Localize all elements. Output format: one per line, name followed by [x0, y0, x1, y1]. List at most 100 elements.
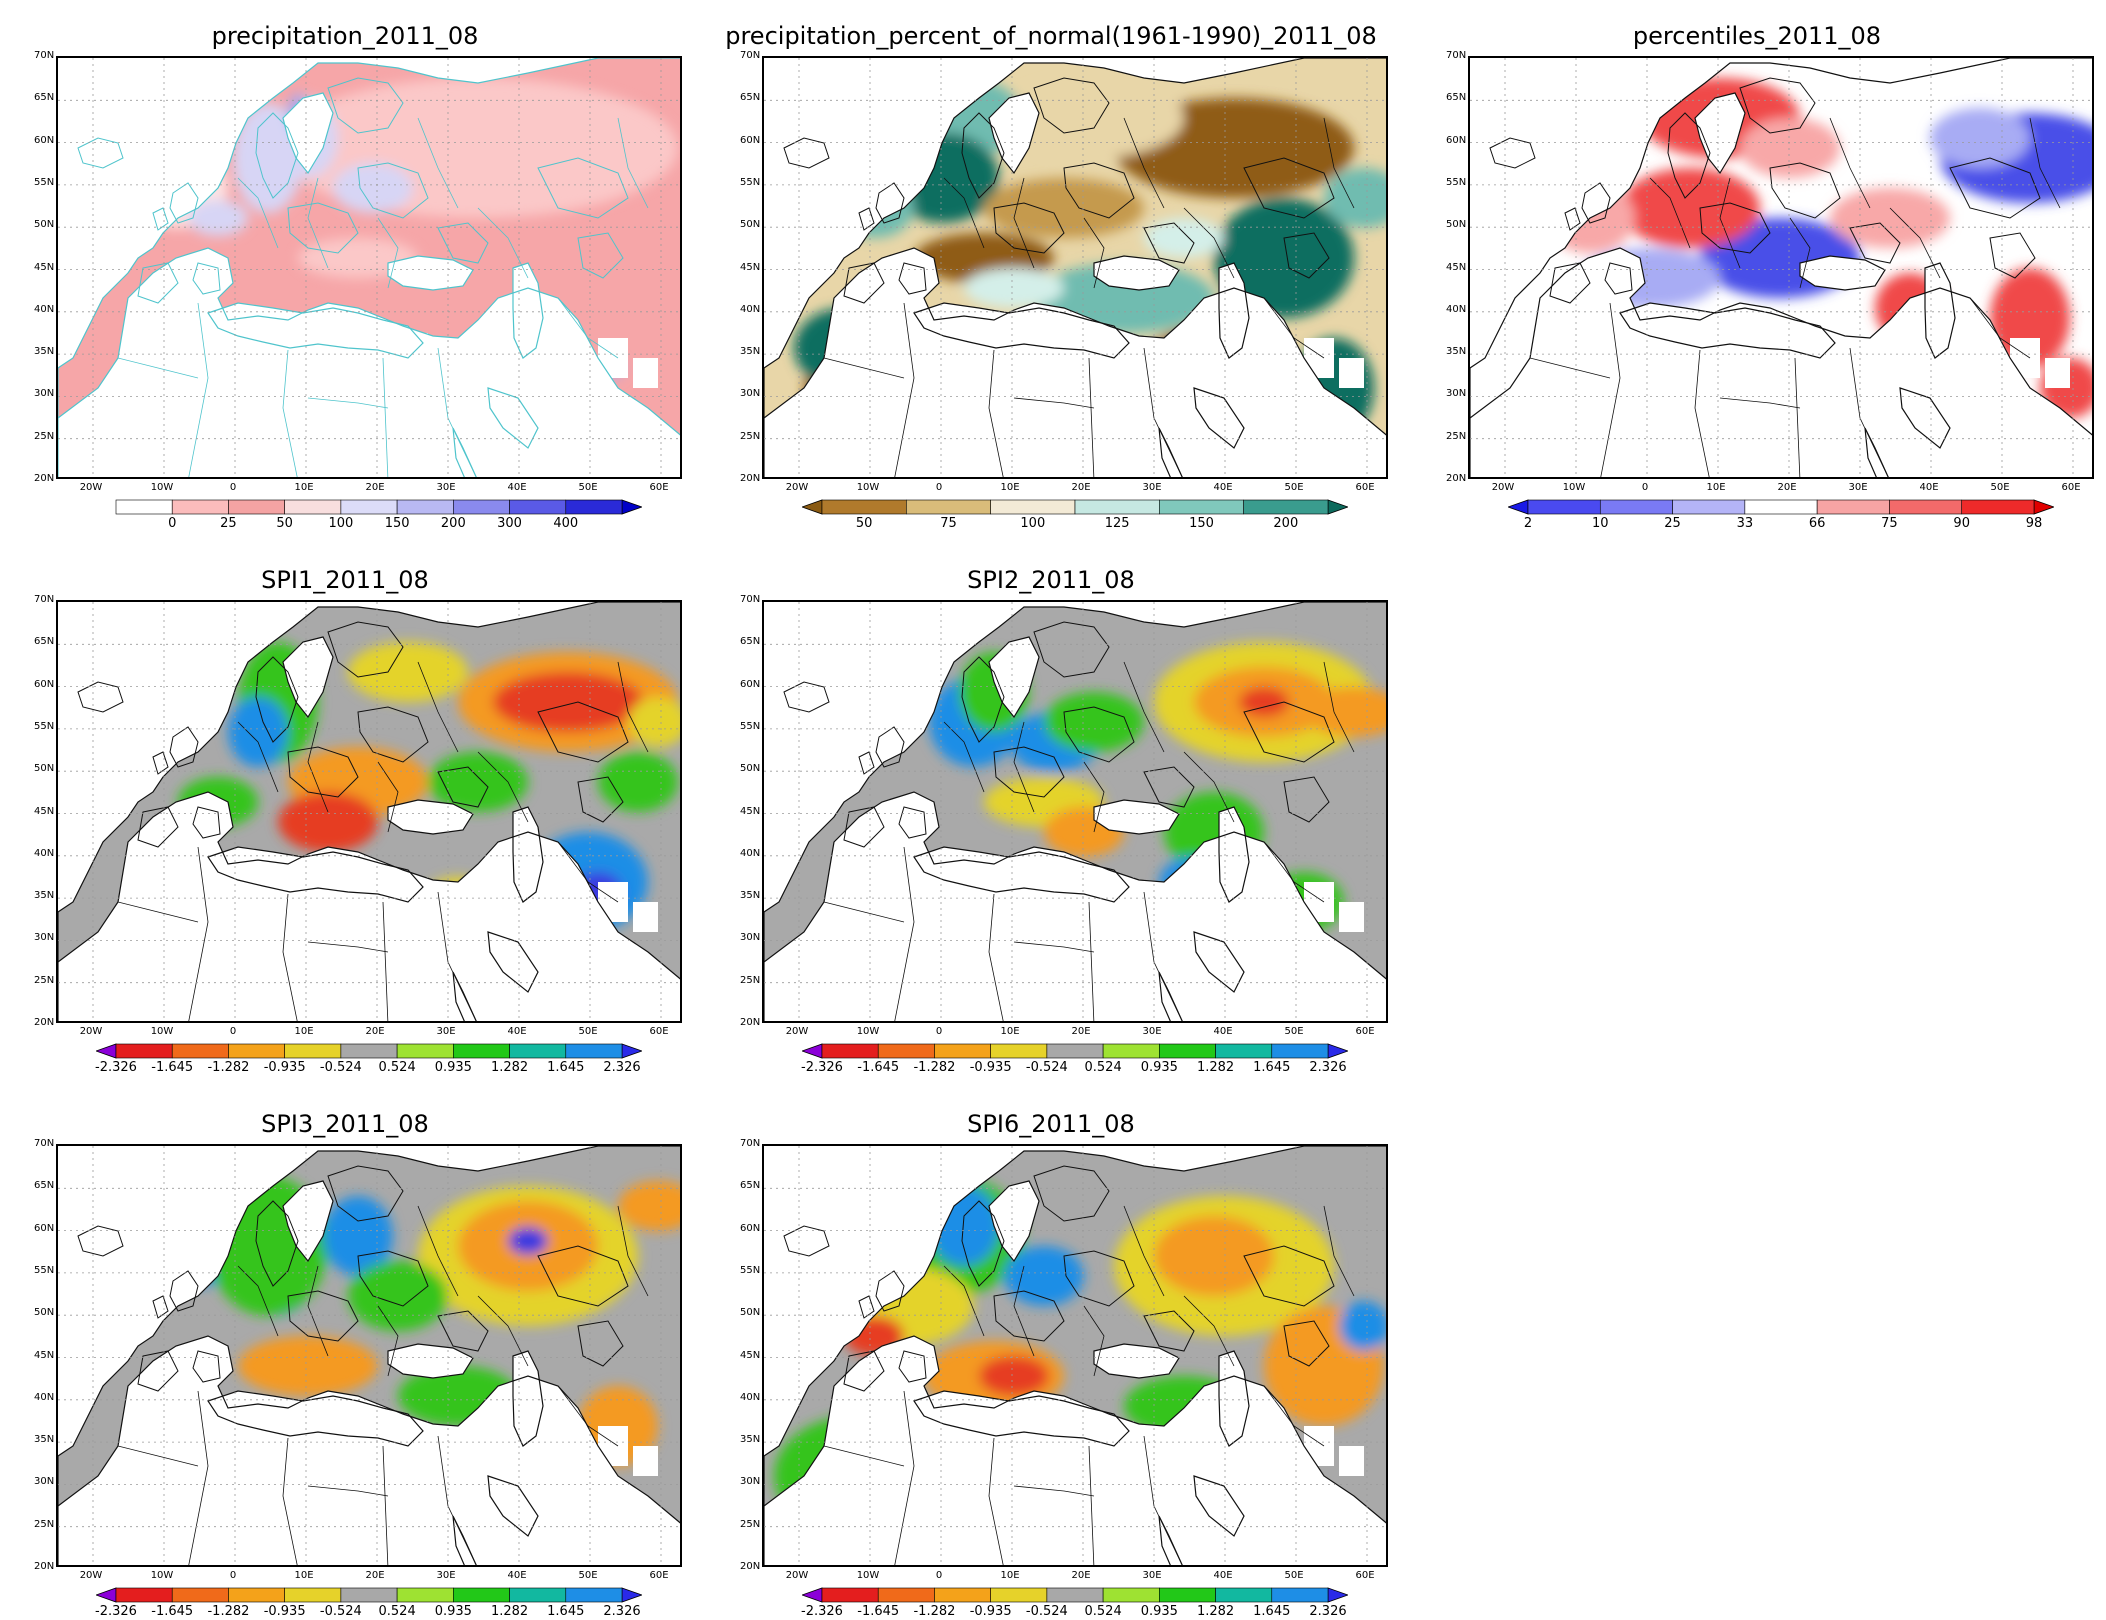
coastline — [875, 182, 905, 224]
field-blob — [1034, 927, 1094, 977]
nodata-cell — [1164, 1511, 1184, 1531]
colorbar-label: -1.645 — [151, 1604, 194, 1619]
lon-label: 40E — [507, 1026, 527, 1037]
lon-label: 0 — [935, 1026, 943, 1037]
coastline — [192, 806, 221, 839]
colorbar-label: 2.326 — [1309, 1060, 1347, 1075]
lon-label: 40E — [1213, 482, 1233, 493]
coastline — [764, 602, 1386, 1021]
lat-label: 45N — [34, 1349, 55, 1361]
colorbar-label: -2.326 — [95, 1060, 137, 1075]
coastline — [1063, 162, 1135, 219]
nodata-cell — [633, 358, 658, 388]
colorbar-label: 66 — [1808, 516, 1826, 531]
colorbar-arrow — [621, 499, 642, 515]
lon-label: 60E — [1355, 1026, 1375, 1037]
colorbar-label: -0.524 — [319, 1060, 362, 1075]
coastline — [152, 207, 169, 231]
border-line — [823, 357, 905, 379]
nodata-cell — [1640, 398, 1662, 418]
border-line — [117, 1445, 199, 1467]
border-line — [1013, 1485, 1095, 1497]
lat-label: 35N — [34, 1434, 55, 1446]
sea — [988, 636, 1040, 719]
coastline — [437, 222, 489, 264]
border-line — [1263, 297, 1325, 359]
nodata-cell — [1044, 907, 1074, 937]
coastline — [783, 1225, 830, 1257]
nodata-cell — [1019, 1491, 1047, 1513]
colorbar-label: -0.524 — [319, 1604, 362, 1619]
coastline — [993, 1290, 1065, 1342]
coastline — [764, 1146, 1386, 1565]
map-frame — [56, 600, 682, 1023]
colorbar-swatch — [115, 499, 173, 515]
nodata-cell — [964, 1476, 989, 1506]
field-blob — [834, 1266, 974, 1346]
nodata-cell — [288, 358, 328, 383]
border-line — [1719, 177, 1741, 269]
colorbar-swatch — [1961, 499, 2035, 515]
panel-precipitation: precipitation_2011_08 70N 65N 60N 55N 50N 45N… — [0, 22, 690, 542]
colorbar-arrow — [621, 1043, 642, 1059]
nodata-cell — [358, 957, 384, 981]
field-blob — [323, 1196, 393, 1276]
nodata-cell — [1084, 1476, 1114, 1501]
nodata-cell — [228, 398, 250, 418]
border-line — [1123, 1205, 1165, 1297]
lon-label: 0 — [1641, 482, 1649, 493]
lat-label: 60N — [740, 678, 761, 690]
colorbar-label: -0.935 — [263, 1060, 306, 1075]
lon-label: 20E — [1777, 482, 1797, 493]
lon-label: 20E — [365, 1570, 385, 1581]
lat-label: 35N — [1446, 346, 1467, 358]
field-blob — [423, 877, 493, 927]
field-blob — [188, 200, 248, 236]
lon-label: 10E — [1000, 1026, 1020, 1037]
nodata-cell — [1770, 413, 1796, 437]
field-blob — [964, 268, 1064, 308]
panel-title: precipitation_2011_08 — [211, 22, 479, 50]
nodata-cell — [2045, 358, 2070, 388]
border-line — [382, 1445, 389, 1565]
nodata-cell — [1304, 1426, 1334, 1466]
sea — [1218, 262, 1250, 359]
nodata-cell — [1870, 423, 1890, 443]
colorbar-swatch — [453, 1043, 510, 1059]
lon-label: 10E — [294, 482, 314, 493]
colorbar — [802, 1587, 1348, 1603]
coastline — [537, 701, 629, 763]
panel-spi2: SPI2_2011_08 70N 65N 60N 55N 50N 45N 40N 35N 30N… — [706, 566, 1396, 1086]
nodata-cell — [288, 902, 328, 927]
colorbar-swatch — [1102, 1043, 1160, 1059]
coastline — [152, 1295, 169, 1319]
lat-label: 30N — [34, 932, 55, 944]
colorbar-label: 75 — [1881, 516, 1898, 531]
border-line — [823, 901, 905, 923]
colorbar-label: 1.645 — [1253, 1604, 1291, 1619]
lat-label: 50N — [34, 1307, 55, 1319]
colorbar-arrow — [621, 1587, 642, 1603]
lat-label: 70N — [1446, 50, 1467, 61]
field-blob — [218, 1461, 298, 1511]
nodata-cell — [398, 418, 420, 443]
map-frame — [56, 1144, 682, 1567]
border-line — [1263, 1385, 1325, 1447]
coastline — [1581, 182, 1611, 224]
border-line — [1123, 117, 1165, 209]
lat-label: 65N — [34, 1180, 55, 1192]
nodata-cell — [934, 942, 956, 962]
colorbar-arrow — [1508, 499, 1529, 515]
colorbar-swatch — [1243, 499, 1329, 515]
colorbar-label: 100 — [328, 516, 354, 531]
field-blob — [118, 1456, 198, 1516]
panel-spi6: SPI6_2011_08 70N 65N 60N 55N 50N 45N 40N 35N 30N… — [706, 1110, 1396, 1620]
lat-label: 30N — [1446, 388, 1467, 400]
colorbar-label: 1.282 — [1196, 1060, 1235, 1075]
lat-label: 50N — [740, 219, 761, 231]
lat-label: 55N — [34, 176, 55, 188]
nodata-cell — [378, 388, 408, 413]
coastline — [1283, 232, 1330, 279]
sea — [1193, 1475, 1245, 1537]
colorbar-swatch — [396, 1043, 454, 1059]
